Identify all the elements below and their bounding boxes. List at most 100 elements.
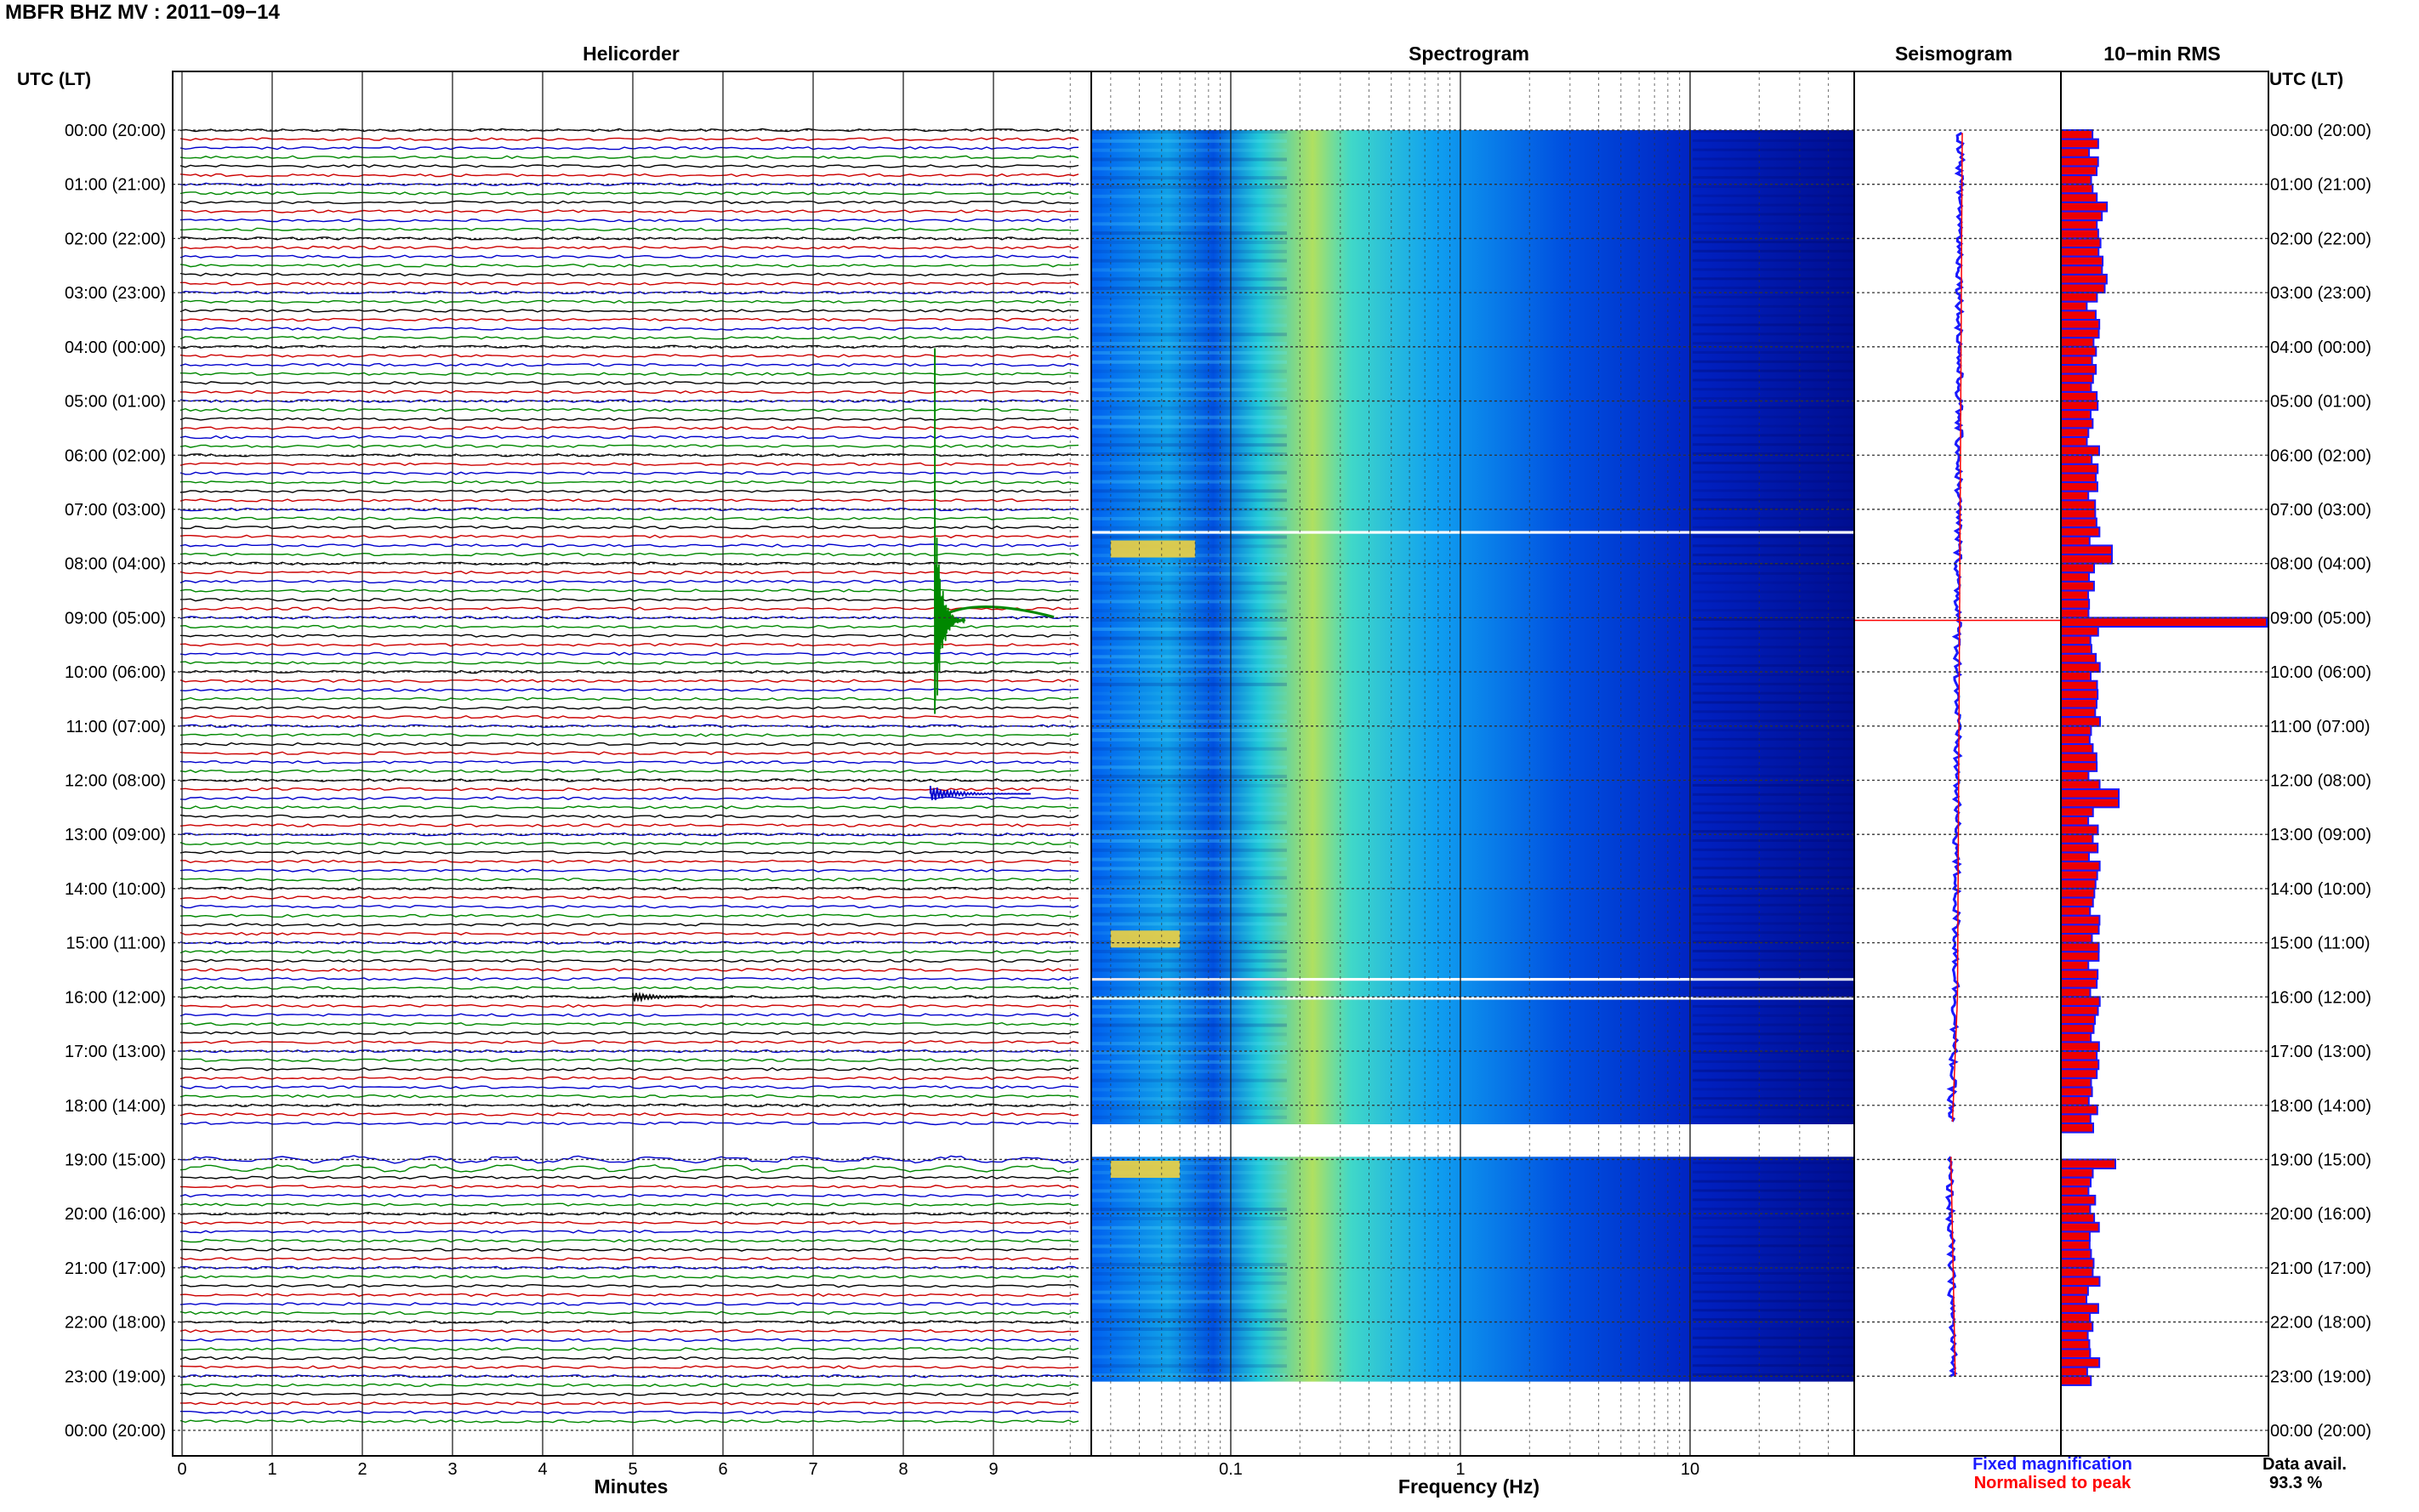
spectrogram-strip	[1693, 333, 1854, 336]
spectrogram-strip	[1693, 710, 1854, 713]
minute-tick-label: 2	[357, 1460, 367, 1479]
spectrogram-strip	[1091, 1115, 1287, 1119]
spectrogram-hot-spot	[1110, 540, 1196, 558]
spectrogram-strip	[1693, 342, 1854, 345]
left-hour-tick-label: 08:00 (04:00)	[65, 555, 166, 574]
spectrogram-strip	[1091, 922, 1287, 926]
spectrogram-strip	[1091, 1364, 1287, 1368]
rms-bar	[2060, 183, 2094, 195]
spectrogram-strip	[1091, 498, 1287, 503]
spectrogram-strip	[1693, 802, 1854, 805]
rms-bar	[2060, 806, 2094, 817]
spectrogram-strip	[1693, 259, 1854, 262]
minute-tick-label: 1	[267, 1460, 276, 1479]
rms-bar	[2060, 1086, 2093, 1098]
rms-bar	[2060, 752, 2097, 764]
right-hour-tick-label: 07:00 (03:00)	[2270, 501, 2371, 520]
spectrogram-strip	[1091, 821, 1287, 825]
helicorder-trace	[179, 850, 1079, 855]
spectrogram-strip	[1693, 590, 1854, 594]
spectrogram-strip	[1693, 664, 1854, 668]
spectrogram-strip	[1091, 876, 1287, 880]
spectrogram-strip	[1693, 645, 1854, 649]
helicorder-trace	[179, 859, 1079, 864]
spectrogram-strip	[1091, 397, 1287, 401]
helicorder-trace	[179, 958, 1079, 963]
right-hour-tick-label: 23:00 (19:00)	[2270, 1367, 2371, 1386]
helicorder-trace	[179, 516, 1079, 520]
left-hour-tick-label: 12:00 (08:00)	[65, 772, 166, 791]
right-hour-tick-label: 00:00 (20:00)	[2270, 1422, 2371, 1441]
rms-bar	[2060, 472, 2097, 484]
helicorder-trace	[179, 245, 1079, 250]
spectrogram-strip	[1091, 728, 1287, 732]
helicorder-trace	[179, 624, 1079, 629]
rms-bar	[2060, 228, 2099, 240]
rms-bar	[2060, 382, 2092, 393]
rms-bar	[2060, 896, 2094, 908]
spectrogram-strip	[1693, 1318, 1854, 1322]
freq-tick-label: 10	[1681, 1460, 1699, 1479]
rms-bar	[2060, 237, 2102, 249]
left-hour-tick-label: 23:00 (19:00)	[65, 1367, 166, 1386]
spectrogram-strip	[1693, 498, 1854, 502]
spectrogram-strip	[1693, 268, 1854, 271]
left-hour-tick-label: 00:00 (20:00)	[65, 122, 166, 140]
helicorder-trace	[179, 923, 1079, 927]
spectrogram-hot-spot	[1110, 1161, 1181, 1179]
rms-bar	[2060, 599, 2091, 610]
helicorder-trace	[179, 742, 1079, 747]
helicorder-trace	[179, 651, 1079, 657]
rms-bar	[2060, 788, 2120, 799]
rms-bar	[2060, 1023, 2095, 1034]
left-axis-label: UTC (LT)	[17, 70, 91, 89]
helicorder-trace	[179, 895, 1079, 900]
rms-bar	[2060, 1122, 2094, 1134]
spectrogram-strip	[1693, 618, 1854, 622]
helicorder-trace	[179, 525, 1079, 530]
spectrogram-strip	[1693, 1023, 1854, 1026]
left-hour-tick-label: 05:00 (01:00)	[65, 393, 166, 412]
helicorder-trace	[179, 254, 1079, 259]
spectrogram-strip	[1693, 1198, 1854, 1202]
spectrogram-strip	[1091, 645, 1287, 650]
spectrogram-strip	[1091, 333, 1287, 337]
spectrogram-strip	[1091, 673, 1287, 677]
rms-bar	[2060, 589, 2090, 601]
minute-tick-label: 0	[177, 1460, 186, 1479]
spectrogram-strip	[1693, 378, 1854, 382]
rms-bar	[2060, 292, 2098, 303]
spectrogram-strip	[1693, 636, 1854, 639]
helicorder-trace	[179, 661, 1079, 665]
right-hour-tick-label: 21:00 (17:00)	[2270, 1259, 2371, 1278]
spectrogram-strip	[1693, 691, 1854, 695]
right-hour-tick-label: 16:00 (12:00)	[2270, 988, 2371, 1007]
spectrogram-strip	[1091, 931, 1287, 935]
minute-tick-label: 9	[988, 1460, 998, 1479]
helicorder-trace	[179, 137, 1079, 141]
spectrogram-strip	[1693, 388, 1854, 391]
spectrogram-strip	[1091, 1263, 1287, 1267]
spectrogram-strip	[1091, 415, 1287, 419]
spectrogram-strip	[1091, 157, 1287, 162]
spectrogram-strip	[1091, 1225, 1287, 1230]
rms-bar	[2060, 327, 2100, 339]
spectrogram-strip	[1693, 470, 1854, 474]
helicorder-trace	[179, 760, 1079, 765]
rms-bar	[2060, 743, 2094, 754]
spectrogram-strip	[1091, 130, 1287, 134]
rms-bar	[2060, 662, 2101, 674]
spectrogram-strip	[1091, 1198, 1287, 1202]
spectrogram-strip	[1091, 968, 1287, 972]
right-hour-tick-label: 03:00 (23:00)	[2270, 284, 2371, 303]
helicorder-trace	[179, 227, 1079, 232]
helicorder-trace	[179, 968, 1079, 972]
rms-bar	[2060, 445, 2100, 457]
helicorder-trace	[179, 769, 1079, 774]
helicorder-trace	[179, 1175, 1079, 1179]
spectrogram-strip	[1693, 249, 1854, 253]
spectrogram-strip	[1693, 443, 1854, 446]
minute-tick-label: 7	[808, 1460, 817, 1479]
spectrogram-strip	[1091, 1060, 1287, 1064]
helicorder-trace	[179, 543, 1079, 548]
